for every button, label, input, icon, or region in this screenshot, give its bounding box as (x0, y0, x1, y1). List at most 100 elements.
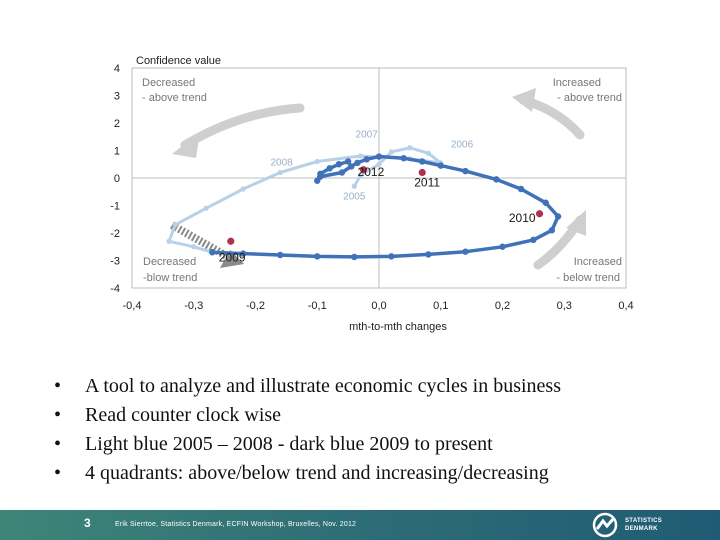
x-tick-label: -0,1 (308, 300, 327, 312)
data-point (335, 161, 343, 168)
arrow-top-left-icon (180, 103, 305, 150)
footer-credit: Erik Sierrtoe, Statistics Denmark, ECFIN… (115, 521, 357, 528)
data-point (376, 161, 382, 167)
year-marker (418, 168, 426, 177)
quadrant-labels: Decreased - above trend Increased - abov… (142, 77, 622, 284)
y-tick-label: -4 (110, 283, 120, 295)
logo-line2: DENMARK (625, 526, 658, 532)
x-tick-label: 0,0 (371, 300, 386, 312)
series-line (167, 146, 443, 254)
y-axis-title: Confidence value (136, 55, 221, 67)
data-point (239, 250, 247, 257)
bullet-list: • A tool to analyze and illustrate econom… (52, 372, 702, 488)
data-point (351, 253, 358, 261)
data-point (191, 244, 197, 250)
quadrant-bottom-right-line2: - below trend (556, 272, 620, 284)
quadrant-top-left-line1: Decreased (142, 77, 195, 89)
data-point (314, 177, 321, 184)
data-point (357, 172, 364, 178)
x-tick-label: -0,2 (246, 300, 265, 312)
year-label: 2008 (270, 158, 293, 169)
year-label: 2010 (509, 211, 536, 225)
series-line (212, 154, 560, 259)
year-label: 2006 (451, 139, 474, 150)
bullet-symbol: • (54, 433, 62, 455)
labels-layer: 2005 2006 2007 2008 2009 2010 2011 2012 (219, 130, 544, 264)
data-point (407, 145, 413, 151)
bullet-item: • Light blue 2005 – 2008 - dark blue 2009… (52, 430, 702, 459)
quadrant-bottom-left-line2: -blow trend (143, 272, 197, 284)
y-tick-label: 4 (114, 63, 120, 75)
y-tick-label: 0 (114, 173, 120, 185)
quadrant-top-right-line1: Increased (553, 77, 601, 89)
x-tick-label: -0,4 (123, 300, 142, 312)
quadrant-bottom-right-line1: Increased (574, 256, 622, 268)
bullet-text: A tool to analyze and illustrate economi… (85, 375, 561, 397)
data-point (437, 162, 444, 169)
arrow-top-right-head-icon (512, 88, 536, 112)
year-marker (535, 210, 544, 218)
data-point (240, 186, 246, 192)
data-point (338, 169, 346, 176)
data-point (317, 170, 324, 178)
year-label: 2012 (358, 165, 385, 179)
year-label: 2007 (356, 130, 379, 141)
arrow-top-left-head-icon (172, 132, 200, 158)
x-tick-label: 0,2 (495, 300, 510, 312)
data-point (517, 185, 525, 193)
arrow-bottom-right-head-icon (566, 210, 586, 236)
plot-frame: -0,4 -0,3 -0,2 -0,1 0,0 0,1 0,2 0,3 0,4 4 3 2 1 0 -1 -2… (110, 63, 633, 312)
bullet-text: Read counter clock wise (85, 404, 282, 426)
x-tick-label: 0,3 (557, 300, 572, 312)
data-point (348, 163, 355, 170)
y-tick-label: 2 (114, 118, 120, 130)
footer-bar: 3 Erik Sierrtoe, Statistics Denmark, ECF… (0, 510, 720, 540)
y-tick-label: -3 (110, 256, 120, 268)
year-label: 2005 (343, 191, 366, 202)
bullet-item: • A tool to analyze and illustrate econom… (52, 372, 702, 401)
page-number: 3 (84, 516, 91, 530)
data-point (277, 169, 283, 176)
bullet-item: • Read counter clock wise (52, 401, 702, 430)
bullet-symbol: • (54, 404, 62, 426)
year-label: 2009 (219, 250, 246, 264)
quadrant-top-right-line2: - above trend (557, 92, 622, 104)
data-point (530, 236, 537, 244)
bullet-text: 4 quadrants: above/below trend and incre… (85, 462, 549, 484)
data-point (493, 176, 500, 183)
data-point (388, 253, 395, 260)
y-tick-label: 3 (114, 91, 120, 103)
data-point (548, 227, 556, 234)
data-point (425, 150, 431, 156)
data-point (400, 155, 407, 162)
quadrant-arrows (170, 88, 586, 270)
data-point (314, 158, 320, 165)
bullet-symbol: • (54, 375, 62, 397)
data-point (425, 251, 432, 258)
y-tick-label: -2 (110, 228, 120, 240)
data-point (462, 248, 469, 255)
data-point (554, 213, 562, 220)
quadrant-bottom-left-line1: Decreased (143, 256, 196, 268)
data-point (314, 253, 321, 260)
data-point (354, 159, 361, 167)
business-cycle-chart: -0,4 -0,3 -0,2 -0,1 0,0 0,1 0,2 0,3 0,4 4 3 2 1 0 -1 -2… (110, 55, 633, 333)
data-point (172, 222, 178, 228)
bullet-text: Light blue 2005 – 2008 - dark blue 2009 … (85, 433, 493, 455)
data-point (203, 205, 209, 211)
series-layer (166, 145, 562, 261)
data-point (542, 199, 549, 206)
data-point (326, 165, 333, 172)
data-point (277, 251, 284, 259)
data-point (351, 183, 357, 189)
x-axis-title: mth-to-mth changes (349, 321, 447, 333)
bullet-item: • 4 quadrants: above/below trend and incr… (52, 459, 702, 488)
statistics-denmark-logo: STATISTICS DENMARK (592, 512, 712, 538)
year-marker (227, 237, 235, 245)
arrow-bottom-left-icon (170, 221, 232, 262)
data-point (419, 158, 426, 165)
data-point (462, 167, 469, 175)
y-tick-label: 1 (114, 146, 120, 158)
quadrant-top-left-line2: - above trend (142, 92, 207, 104)
data-point (499, 243, 506, 250)
